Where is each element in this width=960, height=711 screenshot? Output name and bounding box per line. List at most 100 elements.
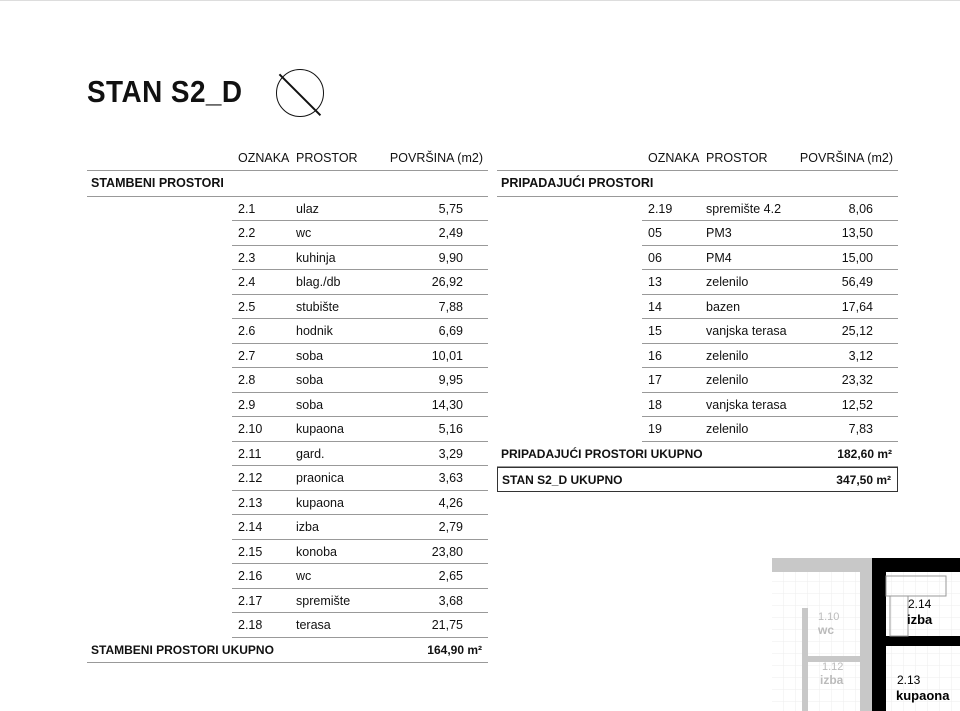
oznaka-cell: 2.6: [238, 324, 256, 338]
povrsina-cell: 2,79: [438, 520, 463, 534]
table-row: 19 zelenilo 7,83: [497, 417, 898, 442]
table-row: 2.17 spremište 3,68: [87, 589, 488, 614]
table-row: 2.15 konoba 23,80: [87, 540, 488, 565]
table-row: 2.10 kupaona 5,16: [87, 417, 488, 442]
section-header: STAMBENI PROSTORI: [87, 171, 488, 197]
prostor-cell: soba: [296, 348, 324, 363]
north-arrow-icon: [276, 69, 324, 117]
oznaka-cell: 2.10: [238, 422, 263, 436]
total-value: 182,60 m²: [837, 446, 892, 461]
oznaka-cell: 2.2: [238, 226, 256, 240]
prostor-cell: PM4: [706, 250, 732, 265]
prostor-cell: soba: [296, 373, 324, 387]
prostor-cell: blag./db: [296, 275, 341, 289]
total-label: STAMBENI PROSTORI UKUPNO: [91, 642, 274, 657]
prostor-cell: wc: [296, 226, 312, 240]
prostor-cell: ulaz: [296, 201, 319, 216]
section-label: STAMBENI PROSTORI: [91, 176, 224, 190]
table-row: 2.14 izba 2,79: [87, 515, 488, 540]
header-row: OZNAKA PROSTOR POVRŠINA (m2): [497, 146, 898, 171]
povrsina-cell: 3,63: [438, 471, 463, 485]
header-row: OZNAKA PROSTOR POVRŠINA (m2): [87, 146, 488, 171]
top-border: [0, 0, 960, 1]
svg-text:kupaona: kupaona: [896, 688, 950, 703]
prostor-cell: stubište: [296, 299, 340, 314]
oznaka-cell: 19: [648, 422, 662, 436]
povrsina-cell: 4,26: [438, 495, 463, 510]
table-row: 2.4 blag./db 26,92: [87, 270, 488, 295]
prostor-cell: zelenilo: [706, 348, 749, 363]
table-row: 2.18 terasa 21,75: [87, 613, 488, 638]
povrsina-cell: 9,95: [438, 373, 463, 387]
oznaka-cell: 2.5: [238, 299, 256, 314]
prostor-cell: hodnik: [296, 324, 333, 338]
table-row: 13 zelenilo 56,49: [497, 270, 898, 295]
oznaka-cell: 05: [648, 226, 662, 240]
table-row: 2.12 praonica 3,63: [87, 466, 488, 491]
povrsina-cell: 17,64: [841, 299, 873, 314]
table-row: 2.8 soba 9,95: [87, 368, 488, 393]
povrsina-cell: 13,50: [841, 226, 873, 240]
prostor-cell: PM3: [706, 226, 732, 240]
oznaka-cell: 2.15: [238, 544, 263, 559]
povrsina-cell: 26,92: [431, 275, 463, 289]
povrsina-cell: 2,49: [438, 226, 463, 240]
povrsina-cell: 12,52: [841, 397, 873, 412]
prostor-cell: kupaona: [296, 422, 344, 436]
header-oznaka: OZNAKA: [648, 151, 700, 165]
povrsina-cell: 15,00: [841, 250, 873, 265]
oznaka-cell: 15: [648, 324, 662, 338]
oznaka-cell: 17: [648, 373, 662, 387]
povrsina-cell: 7,83: [848, 422, 873, 436]
header-prostor: PROSTOR: [296, 151, 358, 165]
table-row: 18 vanjska terasa 12,52: [497, 393, 898, 418]
povrsina-cell: 5,16: [438, 422, 463, 436]
header-prostor: PROSTOR: [706, 151, 768, 165]
table-row: 16 zelenilo 3,12: [497, 344, 898, 369]
povrsina-cell: 14,30: [431, 397, 463, 412]
header-povrsina: POVRŠINA (m2): [389, 151, 483, 165]
prostor-cell: bazen: [706, 299, 741, 314]
table-row: 2.9 soba 14,30: [87, 393, 488, 418]
total-row: STAMBENI PROSTORI UKUPNO 164,90 m²: [87, 638, 488, 663]
svg-text:2.13: 2.13: [897, 673, 921, 687]
total-value: 164,90 m²: [427, 642, 482, 657]
svg-text:izba: izba: [820, 673, 844, 687]
oznaka-cell: 2.13: [238, 495, 263, 510]
prostor-cell: vanjska terasa: [706, 397, 787, 412]
prostor-cell: zelenilo: [706, 422, 749, 436]
stambeni-table: OZNAKA PROSTOR POVRŠINA (m2) STAMBENI PROST…: [87, 146, 488, 663]
oznaka-cell: 2.1: [238, 201, 256, 216]
grand-total-row: STAN S2_D UKUPNO 347,50 m²: [497, 467, 898, 492]
prostor-cell: praonica: [296, 471, 344, 485]
povrsina-cell: 23,32: [841, 373, 873, 387]
oznaka-cell: 14: [648, 299, 662, 314]
plan-label: 2.14: [908, 597, 932, 611]
prostor-cell: spremište 4.2: [706, 201, 782, 216]
oznaka-cell: 13: [648, 275, 662, 289]
prostor-cell: wc: [296, 569, 312, 583]
oznaka-cell: 2.14: [238, 520, 263, 534]
prostor-cell: zelenilo: [706, 275, 749, 289]
section-header: PRIPADAJUĆI PROSTORI: [497, 171, 898, 197]
table-row: 15 vanjska terasa 25,12: [497, 319, 898, 344]
povrsina-cell: 9,90: [438, 250, 463, 265]
oznaka-cell: 2.4: [238, 275, 256, 289]
povrsina-cell: 3,29: [438, 446, 463, 461]
table-row: 06 PM4 15,00: [497, 246, 898, 271]
oznaka-cell: 06: [648, 250, 662, 265]
svg-text:1.12: 1.12: [822, 661, 843, 673]
oznaka-cell: 2.16: [238, 569, 263, 583]
section-label: PRIPADAJUĆI PROSTORI: [501, 176, 654, 190]
povrsina-cell: 5,75: [438, 201, 463, 216]
table-row: 2.5 stubište 7,88: [87, 295, 488, 320]
povrsina-cell: 3,68: [438, 593, 463, 608]
table-row: 2.3 kuhinja 9,90: [87, 246, 488, 271]
oznaka-cell: 16: [648, 348, 662, 363]
oznaka-cell: 2.11: [238, 446, 262, 461]
povrsina-cell: 25,12: [841, 324, 873, 338]
povrsina-cell: 6,69: [438, 324, 463, 338]
svg-text:izba: izba: [907, 612, 933, 627]
oznaka-cell: 2.7: [238, 348, 256, 363]
oznaka-cell: 18: [648, 397, 662, 412]
